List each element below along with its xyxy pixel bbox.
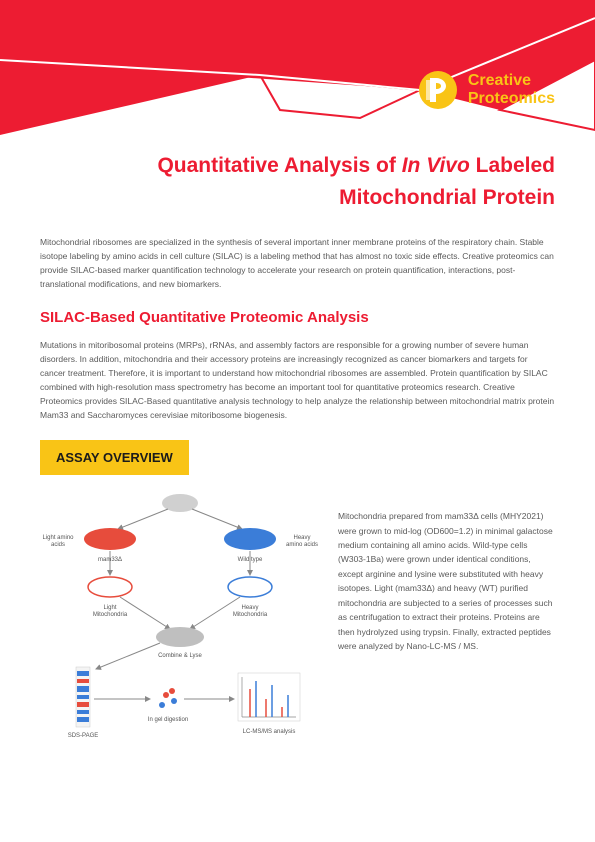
heavy-culture-node [224,528,276,550]
page-title: Quantitative Analysis of In Vivo Labeled… [40,150,555,213]
page-content: Quantitative Analysis of In Vivo Labeled… [40,150,555,739]
title-italic: In Vivo [402,154,470,177]
heavy-aa-label: Heavyamino acids [286,535,318,548]
intro-paragraph: Mitochondrial ribosomes are specialized … [40,235,555,291]
combine-label: Combine & Lyse [158,653,202,659]
ms-label: LC-MS/MS analysis [243,729,296,735]
combine-node [156,627,204,647]
light-mito-node [88,577,132,597]
section-heading: SILAC-Based Quantitative Proteomic Analy… [40,309,555,326]
company-logo: Creative Proteomics [416,68,555,112]
overview-text: Mitochondria prepared from mam33Δ cells … [338,489,555,653]
ms-spectrum [238,673,300,721]
logo-icon [416,68,460,112]
heavy-mito-label: HeavyMitochondria [233,605,268,618]
workflow-diagram: mam33Δ Wild type Light aminoacids Heavya… [40,489,320,739]
logo-line2: Proteomics [468,90,555,108]
digest-node [159,688,177,708]
assay-overview-row: mam33Δ Wild type Light aminoacids Heavya… [40,489,555,739]
logo-text: Creative Proteomics [468,72,555,107]
title-part1: Quantitative Analysis of [157,154,401,177]
light-culture-node [84,528,136,550]
digest-label: In gel digestion [148,717,188,723]
logo-line1: Creative [468,72,555,90]
assay-overview-badge: ASSAY OVERVIEW [40,440,189,475]
title-line2: Mitochondrial Protein [339,186,555,209]
gel-lane [76,667,90,727]
section-body: Mutations in mitoribosomal proteins (MRP… [40,338,555,422]
title-part2: Labeled [470,154,555,177]
light-aa-label: Light aminoacids [42,535,74,548]
heavy-mito-node [228,577,272,597]
gel-label: SDS-PAGE [68,733,99,739]
light-mito-label: LightMitochondria [93,605,128,618]
